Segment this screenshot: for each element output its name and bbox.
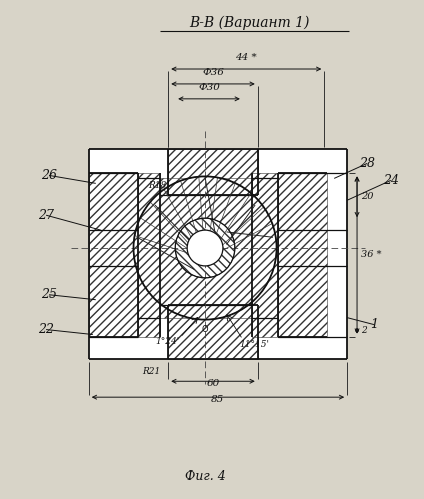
Text: 24: 24 (383, 174, 399, 187)
Bar (160, 179, 252, 195)
Bar (252, 174, 278, 336)
Bar (168, 305, 258, 359)
Text: R18: R18 (148, 181, 167, 190)
Text: Фиг. 4: Фиг. 4 (185, 470, 226, 483)
Bar (139, 174, 160, 336)
Bar (278, 174, 327, 336)
Text: R21: R21 (142, 367, 161, 376)
Text: В-В (Вариант 1): В-В (Вариант 1) (190, 16, 310, 30)
Text: 25: 25 (41, 288, 57, 301)
Circle shape (187, 230, 223, 266)
Text: 2: 2 (361, 326, 367, 335)
Text: 60: 60 (206, 379, 220, 388)
Bar (160, 305, 252, 318)
Text: 1: 1 (370, 318, 378, 331)
Text: 27: 27 (38, 209, 54, 222)
Text: 11°15': 11°15' (240, 340, 270, 349)
Text: 36 *: 36 * (361, 250, 382, 259)
Circle shape (175, 218, 235, 278)
Text: 44 *: 44 * (235, 53, 257, 62)
Text: 1°24': 1°24' (155, 337, 180, 346)
Text: O: O (202, 324, 208, 333)
Text: 28: 28 (359, 157, 375, 170)
Text: 20: 20 (361, 192, 374, 201)
Text: 22: 22 (38, 323, 54, 336)
Text: Ф36: Ф36 (202, 68, 224, 77)
Text: 85: 85 (211, 395, 225, 404)
Circle shape (187, 230, 223, 266)
Text: Ф30: Ф30 (198, 83, 220, 92)
Bar (89, 149, 347, 359)
Bar (168, 149, 258, 195)
Bar (89, 174, 139, 336)
Circle shape (134, 177, 276, 319)
Text: 26: 26 (41, 169, 57, 182)
